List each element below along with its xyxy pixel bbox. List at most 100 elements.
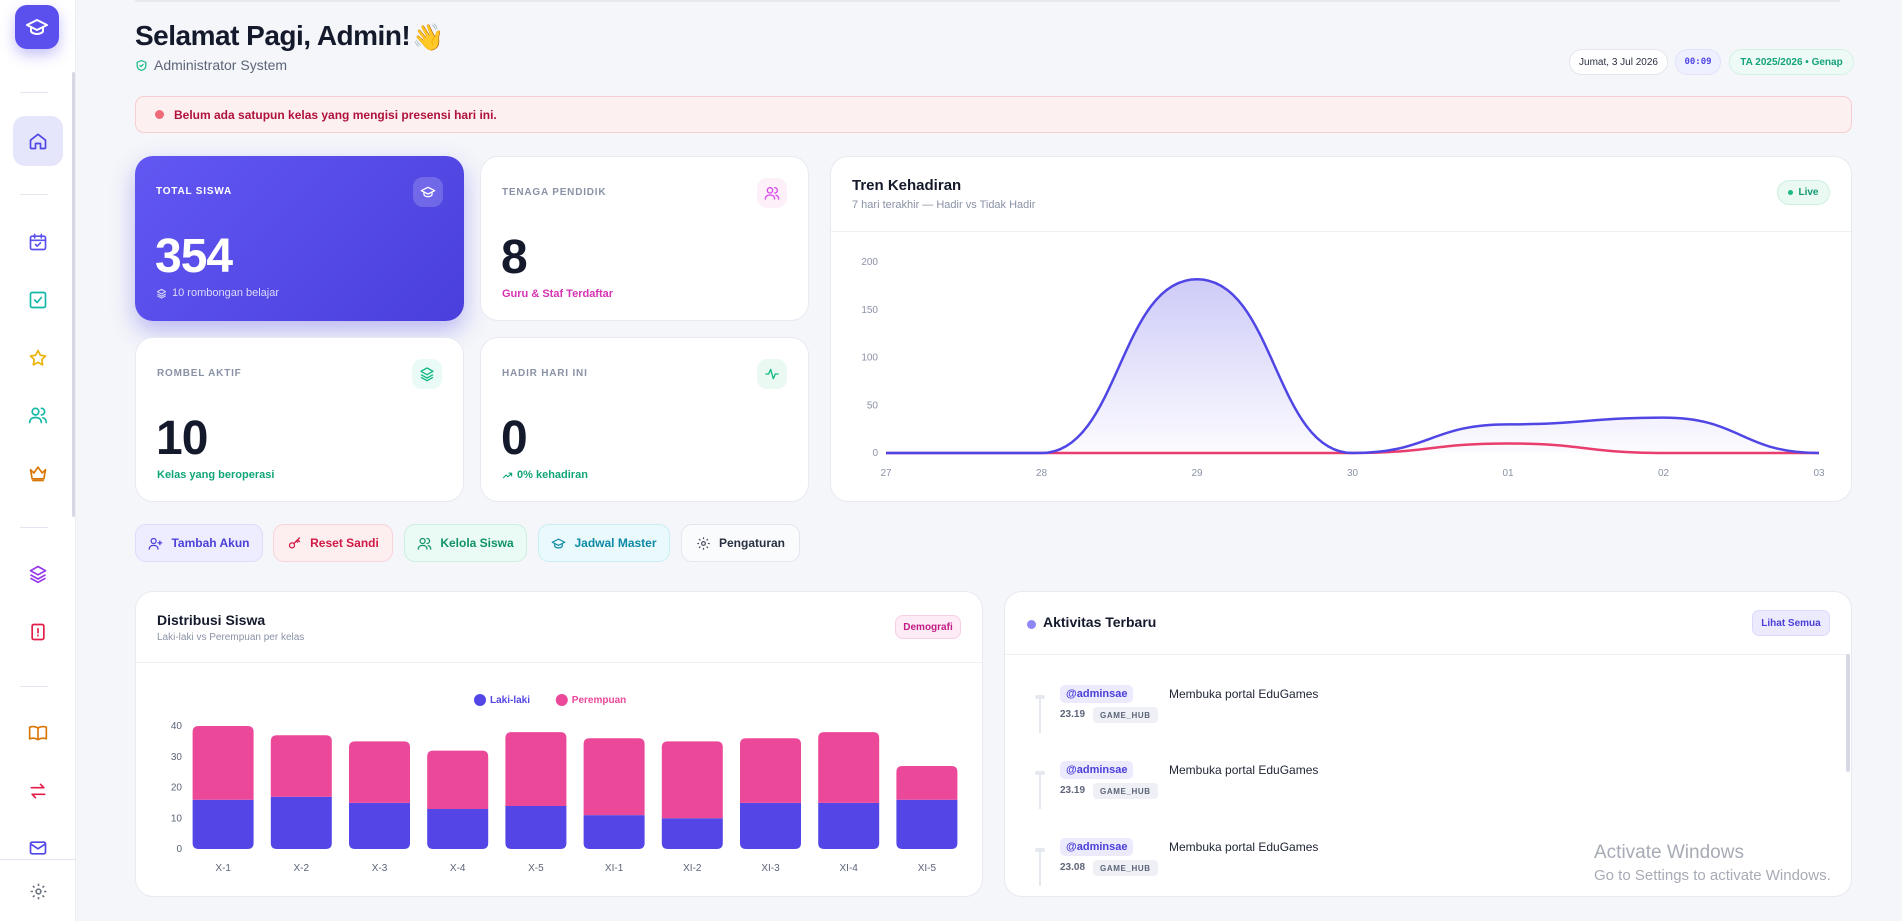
sidebar-item-library[interactable]	[13, 708, 63, 758]
page-title: Selamat Pagi, Admin!	[135, 20, 411, 51]
legend-label: Perempuan	[572, 695, 626, 706]
tambah-akun-button[interactable]: Tambah Akun	[135, 524, 263, 562]
sidebar-item-home[interactable]	[13, 116, 63, 166]
x-tick-label: 28	[1036, 468, 1048, 479]
crown-icon	[29, 466, 47, 482]
activity-user[interactable]: @adminsae	[1060, 685, 1134, 703]
user-plus-icon	[149, 537, 163, 550]
users-icon	[28, 407, 48, 424]
stat-card-hadir-hari-ini[interactable]: HADIR HARI INI 0 0% kehadiran	[480, 337, 809, 502]
sidebar	[0, 0, 76, 921]
legend-swatch	[474, 694, 486, 706]
stat-label: HADIR HARI INI	[502, 368, 588, 379]
stat-card-rombel-aktif[interactable]: ROMBEL AKTIF 10 Kelas yang beroperasi	[135, 337, 464, 502]
sidebar-item-classes[interactable]	[13, 549, 63, 599]
kelola-siswa-button[interactable]: Kelola Siswa	[404, 524, 527, 562]
graduation-cap-icon	[26, 19, 48, 35]
sidebar-item-tasks[interactable]	[13, 275, 63, 325]
book-icon	[28, 725, 48, 741]
layers-icon	[156, 288, 167, 299]
activity-card: Aktivitas Terbaru Lihat Semua @adminsae …	[1004, 591, 1852, 897]
y-tick-label: 30	[171, 752, 183, 763]
y-tick-label: 40	[171, 721, 183, 732]
activity-title: Aktivitas Terbaru	[1043, 614, 1157, 630]
activity-dot-icon	[1027, 620, 1036, 629]
x-tick-label: 30	[1347, 468, 1359, 479]
x-tick-label: 02	[1658, 468, 1670, 479]
activity-time: 23.08	[1060, 862, 1086, 873]
y-tick-label: 100	[861, 353, 878, 364]
stat-card-tenaga-pendidik[interactable]: TENAGA PENDIDIK 8 Guru & Staf Terdaftar	[480, 156, 809, 321]
panel-divider	[831, 231, 1851, 232]
bar-segment-perempuan	[661, 741, 723, 819]
sidebar-item-messages[interactable]	[13, 824, 63, 856]
alert-text: Belum ada satupun kelas yang mengisi pre…	[174, 107, 497, 122]
reset-sandi-button[interactable]: Reset Sandi	[273, 524, 393, 562]
timeline-line	[1039, 695, 1041, 733]
bar-segment-perempuan	[896, 765, 958, 800]
bar-segment-laki-laki	[661, 818, 723, 849]
x-tick-label: X-5	[528, 863, 544, 874]
timeline-line	[1039, 848, 1041, 886]
bar-segment-laki-laki	[349, 802, 410, 849]
activity-item[interactable]: @adminsae Membuka portal EduGames 23.19 …	[1035, 761, 1639, 821]
role-label: Administrator System	[154, 57, 288, 73]
sidebar-item-students[interactable]	[13, 390, 63, 440]
shield-check-icon	[136, 59, 147, 71]
jadwal-master-button[interactable]: Jadwal Master	[538, 524, 670, 562]
stat-sub-text: 0% kehadiran	[517, 469, 588, 481]
user-role: Administrator System	[135, 57, 287, 73]
y-tick-label: 50	[867, 400, 879, 411]
x-tick-label: 03	[1813, 468, 1825, 479]
pengaturan-button[interactable]: Pengaturan	[681, 524, 800, 562]
sidebar-item-settings[interactable]	[13, 866, 63, 916]
bar-segment-perempuan	[427, 750, 489, 810]
panel-divider	[1005, 654, 1851, 655]
x-tick-label: X-3	[372, 863, 388, 874]
x-tick-label: 27	[880, 468, 892, 479]
sidebar-item-ranking[interactable]	[13, 448, 63, 498]
app-logo[interactable]	[15, 5, 59, 49]
x-tick-label: XI-3	[761, 863, 780, 874]
sidebar-divider	[20, 527, 48, 528]
swap-icon	[30, 783, 46, 799]
stat-value: 8	[501, 231, 528, 284]
sidebar-divider	[20, 92, 48, 93]
bar-segment-laki-laki	[270, 796, 332, 849]
x-tick-label: X-2	[294, 863, 310, 874]
y-tick-label: 10	[171, 813, 183, 824]
users-icon	[764, 187, 780, 200]
stat-icon-box	[757, 178, 787, 208]
activity-user[interactable]: @adminsae	[1060, 838, 1134, 856]
lihat-semua-button[interactable]: Lihat Semua	[1752, 610, 1830, 636]
attendance-alert: Belum ada satupun kelas yang mengisi pre…	[135, 96, 1852, 133]
activity-item[interactable]: @adminsae Membuka portal EduGames 23.19 …	[1035, 685, 1639, 745]
sidebar-item-violations[interactable]	[13, 607, 63, 657]
sidebar-item-attendance[interactable]	[13, 217, 63, 267]
star-icon	[29, 349, 47, 366]
sidebar-scrollbar[interactable]	[72, 72, 75, 517]
stat-label: TENAGA PENDIDIK	[502, 187, 607, 198]
activity-scrollbar[interactable]	[1846, 654, 1850, 772]
hadir-area	[886, 279, 1819, 453]
distribution-subtitle: Laki-laki vs Perempuan per kelas	[157, 632, 305, 643]
activity-tag: GAME_HUB	[1093, 783, 1158, 799]
stat-icon-box	[757, 359, 787, 389]
activity-user[interactable]: @adminsae	[1060, 761, 1134, 779]
checkbox-icon	[29, 291, 47, 309]
sidebar-item-achievements[interactable]	[13, 333, 63, 383]
live-badge: Live	[1777, 180, 1830, 205]
calendar-check-icon	[29, 233, 47, 251]
graduation-cap-icon	[552, 538, 566, 548]
sidebar-divider	[0, 859, 76, 860]
activity-item[interactable]: @adminsae Membuka portal EduGames 23.08 …	[1035, 838, 1639, 896]
stat-card-total-siswa[interactable]: TOTAL SISWA 354 10 rombongan belajar	[135, 156, 464, 321]
trend-title: Tren Kehadiran	[852, 177, 962, 194]
home-icon	[29, 133, 47, 150]
stat-value: 354	[155, 230, 233, 283]
sidebar-item-transfer[interactable]	[13, 766, 63, 816]
trend-card: Tren Kehadiran 7 hari terakhir — Hadir v…	[830, 156, 1852, 502]
live-dot-icon	[1788, 190, 1794, 195]
timeline-line	[1039, 771, 1041, 809]
activity-text: Membuka portal EduGames	[1169, 687, 1319, 701]
